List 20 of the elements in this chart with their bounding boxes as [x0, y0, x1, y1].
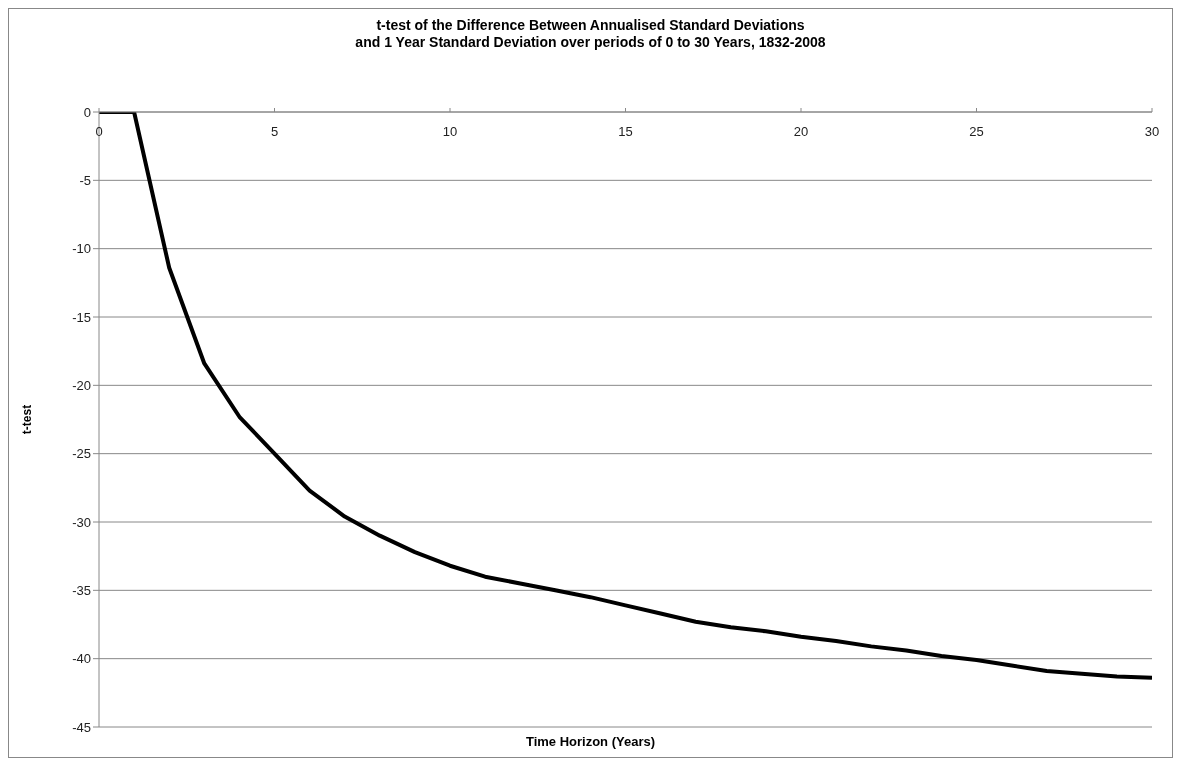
x-tick-label: 15	[618, 124, 633, 139]
y-tick-label: -40	[72, 651, 91, 667]
y-axis-title: t-test	[20, 404, 35, 435]
y-tick-label: 0	[83, 104, 91, 120]
y-tick-label: -35	[72, 582, 91, 598]
y-tick-label: -10	[72, 241, 91, 257]
x-tick-label: 25	[969, 124, 984, 139]
x-axis-title: Time Horizon (Years)	[524, 734, 657, 749]
x-tick-label: 30	[1144, 124, 1160, 139]
x-tick-label: 0	[95, 124, 103, 139]
y-tick-label: -15	[72, 309, 91, 325]
x-tick-label: 10	[442, 124, 458, 139]
x-tick-label: 5	[270, 124, 279, 139]
y-tick-label: -45	[72, 719, 91, 735]
y-tick-label: -30	[72, 514, 91, 530]
y-tick-label: -5	[79, 172, 91, 188]
x-tick-label: 20	[793, 124, 809, 139]
chart-title: t-test of the Difference Between Annualised Standard Deviations and 1 Year Standard Deviation over periods of 0 to 30 Years, 1832-2008	[354, 17, 827, 51]
y-tick-label: -25	[72, 446, 91, 462]
y-tick-label: -20	[72, 377, 91, 393]
